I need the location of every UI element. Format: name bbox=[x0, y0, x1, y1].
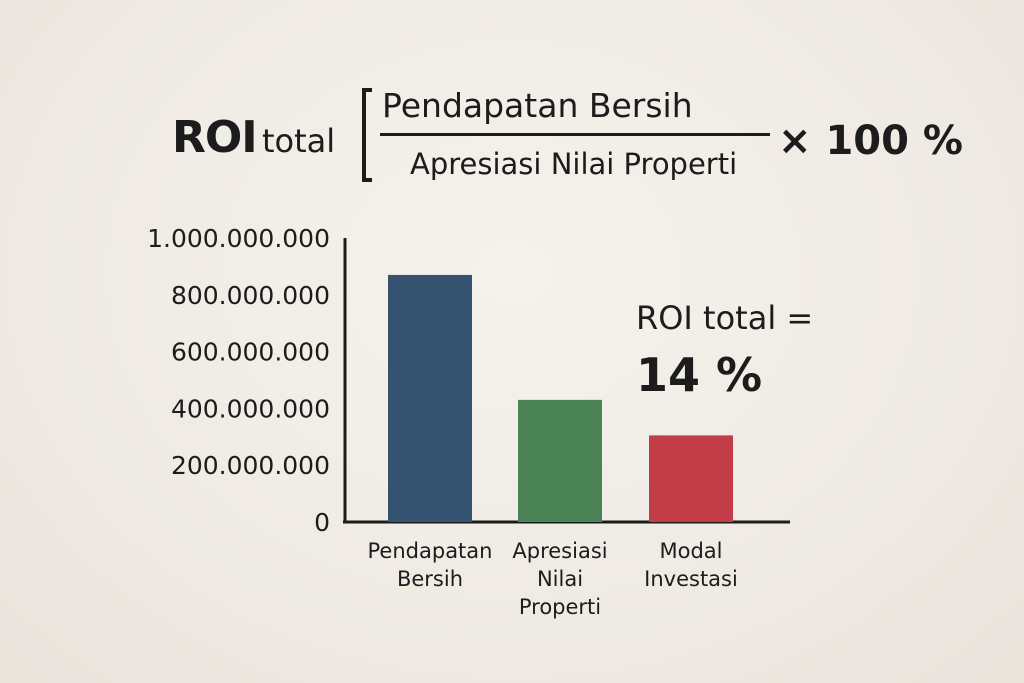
x-category-label: Modal bbox=[660, 539, 723, 563]
formula-roi-label: ROI bbox=[172, 112, 258, 163]
formula-roi-subscript: total bbox=[262, 122, 336, 160]
y-tick-label: 0 bbox=[314, 508, 330, 537]
y-tick-label: 600.000.000 bbox=[171, 338, 330, 367]
x-category-label: Apresiasi bbox=[512, 539, 607, 563]
y-tick-label: 800.000.000 bbox=[171, 281, 330, 310]
x-category-label: Investasi bbox=[644, 567, 738, 591]
bar bbox=[388, 274, 472, 522]
formula-fraction-line bbox=[380, 133, 770, 136]
formula-denominator: Apresiasi Nilai Properti bbox=[410, 147, 738, 181]
y-tick-label: 400.000.000 bbox=[171, 394, 330, 423]
bar bbox=[518, 399, 602, 522]
bar bbox=[649, 435, 733, 522]
x-category-label: Properti bbox=[519, 595, 601, 619]
x-category-label: Nilai bbox=[537, 567, 583, 591]
x-category-label: Pendapatan bbox=[368, 539, 493, 563]
formula-left-bracket bbox=[362, 88, 372, 182]
roi-result-label: ROI total = bbox=[636, 299, 814, 337]
roi-formula: ROI total Pendapatan Bersih Apresiasi Ni… bbox=[0, 0, 1024, 200]
x-category-label: Bersih bbox=[397, 567, 463, 591]
formula-numerator: Pendapatan Bersih bbox=[382, 86, 693, 125]
formula-multiplier: × 100 % bbox=[778, 118, 963, 164]
roi-result-value: 14 % bbox=[636, 348, 763, 402]
y-tick-label: 1.000.000.000 bbox=[147, 224, 330, 253]
y-tick-label: 200.000.000 bbox=[171, 451, 330, 480]
